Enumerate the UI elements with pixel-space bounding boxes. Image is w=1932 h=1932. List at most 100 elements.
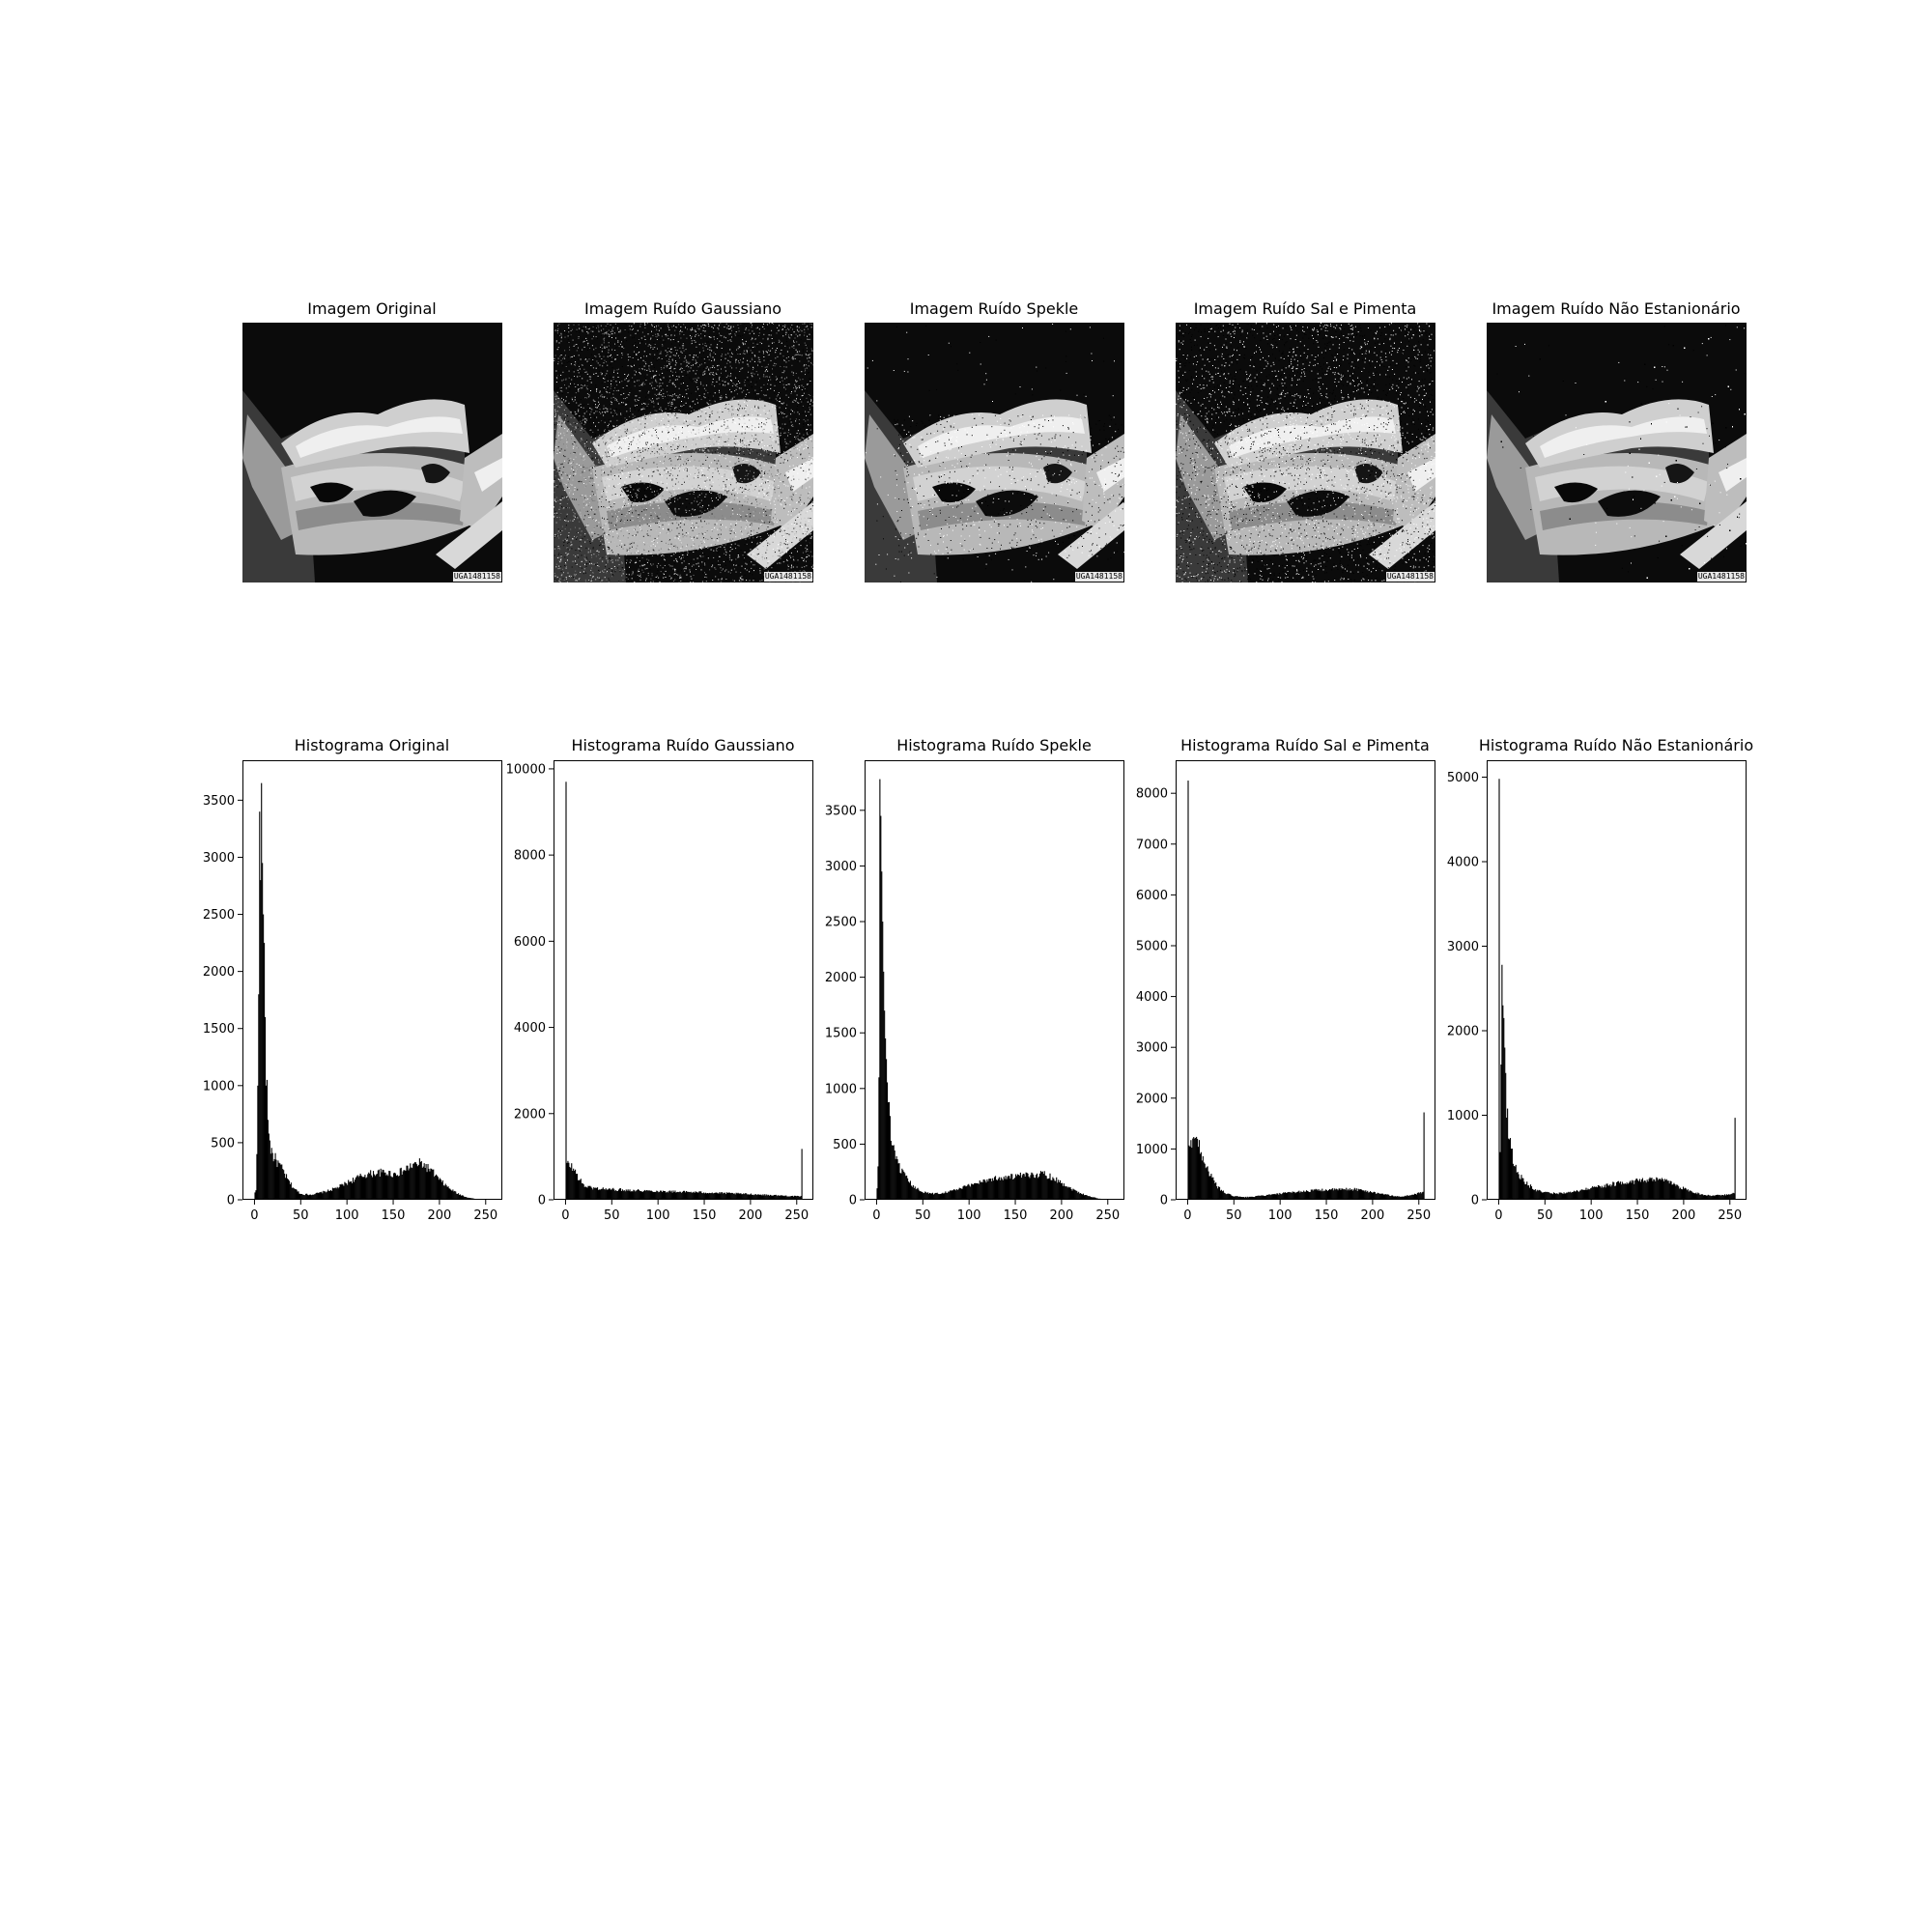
histogram-bar [1657, 1178, 1659, 1200]
histogram-bar [567, 1160, 569, 1200]
image-title: Imagem Ruído Sal e Pimenta [1193, 299, 1417, 318]
histogram-bar [1071, 1190, 1073, 1200]
histogram-bar [1697, 1192, 1699, 1200]
y-tick-label: 10000 [506, 762, 546, 777]
histogram-bar [397, 1176, 399, 1200]
histogram-bar [1051, 1179, 1053, 1200]
histogram-bar [899, 1173, 901, 1200]
histogram-bar [731, 1192, 733, 1200]
histogram-bar [797, 1196, 799, 1200]
histogram-bar [415, 1164, 418, 1200]
histogram-bar [1070, 1188, 1072, 1200]
histogram-bar [954, 1190, 956, 1200]
histogram-bar [1212, 1177, 1214, 1200]
histogram-bar [274, 1152, 276, 1200]
histogram-bar [1538, 1189, 1540, 1200]
histogram-bar [1373, 1191, 1375, 1200]
histogram-bar [434, 1177, 436, 1200]
histogram-bar [684, 1192, 687, 1200]
histogram-bar [902, 1170, 904, 1200]
histogram-bar [1529, 1187, 1531, 1200]
x-tick-label: 100 [335, 1208, 359, 1223]
histogram-bar [634, 1190, 636, 1200]
histogram-bar [1201, 1160, 1203, 1200]
histogram-bar [1009, 1179, 1011, 1200]
histogram-bar [1723, 1195, 1725, 1200]
histogram-bar [1341, 1188, 1343, 1200]
histogram-bar [402, 1171, 404, 1200]
histogram-bar [1301, 1191, 1303, 1200]
histogram-bar [964, 1185, 966, 1200]
histogram-bar [1206, 1167, 1208, 1200]
histogram-bar [1514, 1166, 1516, 1200]
histogram-bar [745, 1193, 747, 1200]
histogram-bar [692, 1192, 694, 1200]
histogram-bar [886, 1059, 888, 1200]
histogram-bar [1306, 1190, 1309, 1200]
histogram-bar [1403, 1196, 1405, 1200]
histogram-bar [937, 1193, 939, 1200]
histogram-bar [260, 880, 262, 1200]
histogram-bar [583, 1186, 585, 1200]
histogram-bar [1321, 1188, 1323, 1200]
histogram-bar [1236, 1196, 1238, 1200]
histogram-bar [949, 1191, 951, 1200]
histogram-bar [1218, 1186, 1220, 1200]
histogram-bar [1228, 1193, 1230, 1200]
histogram-bar [316, 1192, 318, 1200]
histogram-bar [1508, 1139, 1511, 1200]
histogram-bar [300, 1193, 302, 1200]
axes-frame [1487, 760, 1747, 1200]
histogram-bar [1004, 1179, 1006, 1200]
histogram-bar [1084, 1195, 1086, 1200]
histogram-bar [263, 914, 265, 1200]
histogram-bar [465, 1197, 467, 1200]
histogram-bar [1049, 1173, 1051, 1200]
histogram-bar [989, 1179, 991, 1200]
histogram-bar [419, 1161, 421, 1200]
histogram-bar [747, 1194, 749, 1200]
histogram-bars [565, 781, 803, 1200]
histogram-bar [349, 1181, 351, 1200]
histogram-bar [460, 1195, 463, 1200]
histogram-bar [264, 1016, 267, 1200]
histogram-bar [1611, 1184, 1613, 1200]
histogram-bar [668, 1190, 670, 1200]
histogram-bar [446, 1186, 448, 1200]
histogram-bar [617, 1190, 619, 1200]
histogram-bar [749, 1194, 752, 1200]
histogram-bar [998, 1177, 1000, 1200]
histogram-bar [257, 1085, 259, 1200]
histogram-bar [1022, 1174, 1024, 1200]
y-tick-label: 2500 [203, 908, 235, 923]
histogram-bar [675, 1192, 677, 1200]
histogram-bar [322, 1193, 324, 1200]
histogram-bar [652, 1192, 654, 1200]
histogram-bar [1679, 1188, 1681, 1200]
histogram-bar [1314, 1189, 1316, 1200]
x-tick-label: 100 [646, 1208, 670, 1223]
histogram-bar [1268, 1194, 1270, 1200]
histogram-bar [1346, 1187, 1348, 1200]
histogram-bar [1593, 1187, 1595, 1200]
histogram-bar [601, 1188, 603, 1200]
histogram-bar [645, 1189, 647, 1200]
histogram-bar [696, 1192, 698, 1200]
histogram-bar [664, 1191, 666, 1200]
histogram-bar [729, 1193, 731, 1200]
histogram-bar [877, 1166, 879, 1200]
histogram-title: Histograma Original [294, 736, 450, 754]
histogram-bar [1573, 1191, 1575, 1200]
histogram-bar [321, 1191, 323, 1200]
histogram-bar [1349, 1190, 1350, 1200]
histogram-bar [326, 1192, 327, 1200]
histogram-bar [685, 1190, 687, 1200]
histogram-bar [1210, 1174, 1212, 1200]
histogram-bar [980, 1181, 981, 1200]
histogram-bar [691, 1192, 693, 1200]
histogram-bar [1199, 1153, 1201, 1200]
histogram-bar [1560, 1192, 1562, 1200]
histogram-bar [1670, 1180, 1672, 1200]
histogram-bar [1018, 1175, 1020, 1200]
histogram-bar [955, 1189, 957, 1200]
